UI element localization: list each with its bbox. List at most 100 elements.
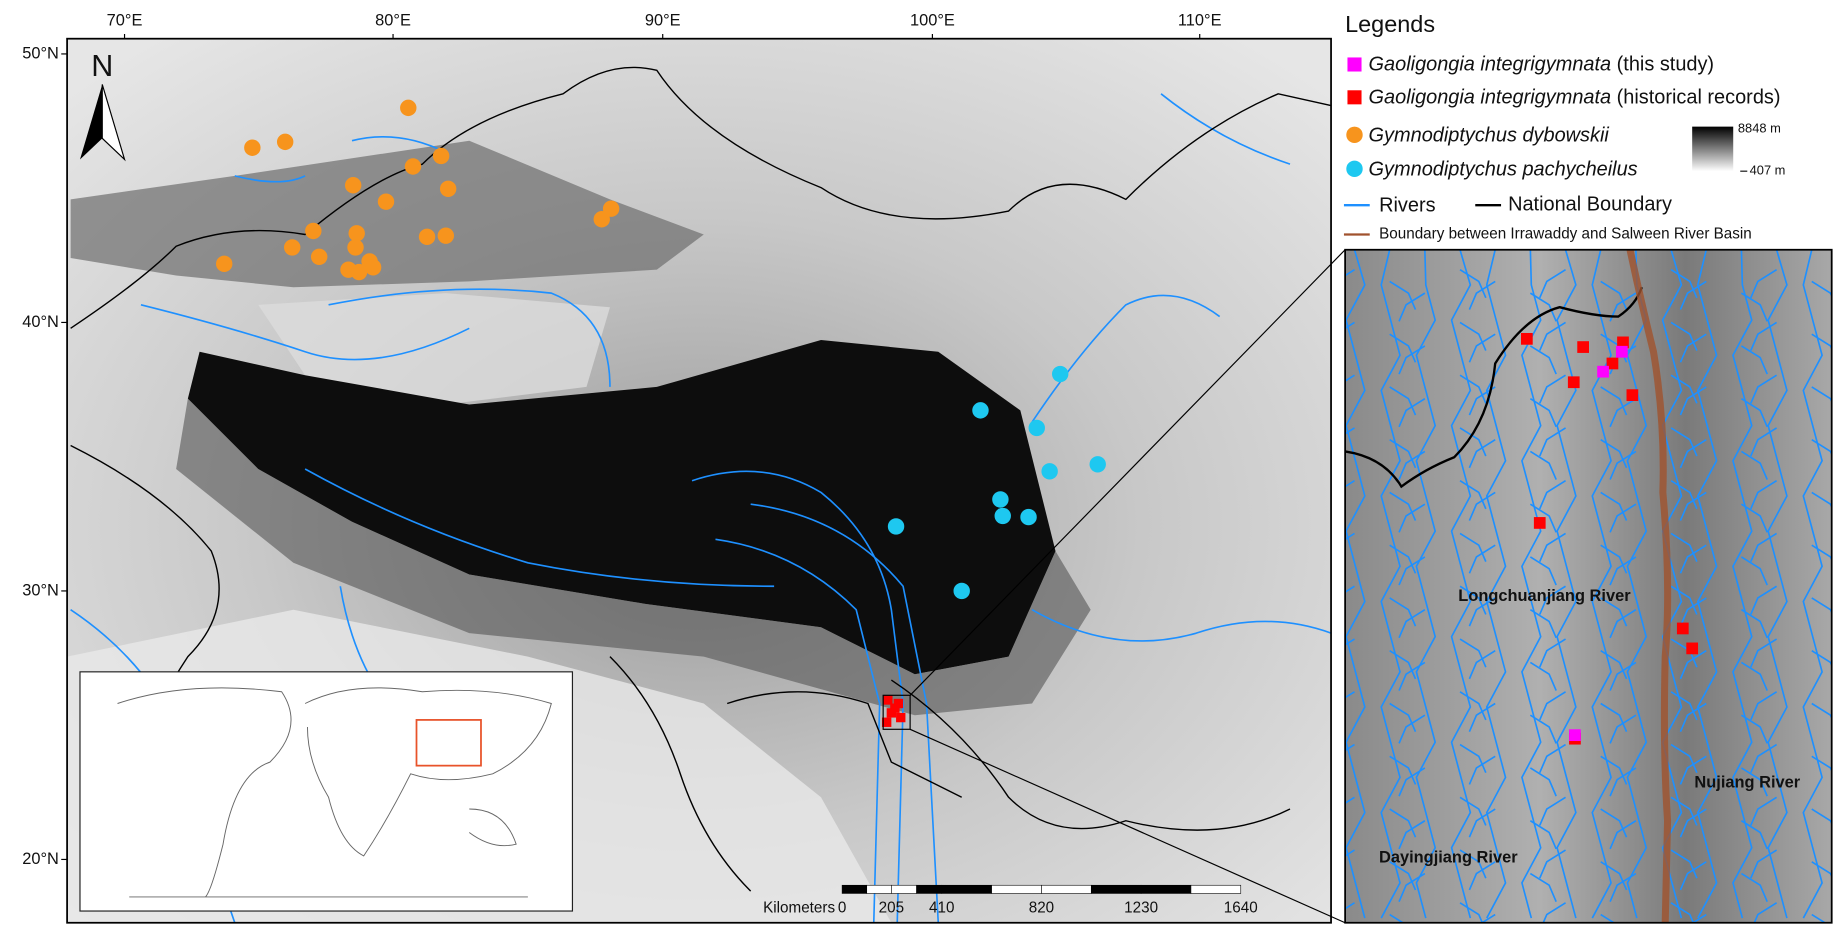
map-frame	[66, 37, 1332, 924]
lon-label: 80°E	[375, 11, 411, 29]
inset-river	[1450, 249, 1472, 919]
scale-label: 1230	[1124, 900, 1158, 917]
inset-tributary	[1753, 902, 1778, 923]
inset-tributary	[1345, 638, 1355, 646]
inset-tributary	[1468, 386, 1496, 416]
inset-tributary	[1480, 913, 1496, 923]
dybowskii-point	[276, 133, 294, 151]
lat-label: 30°N	[22, 581, 59, 599]
pachycheilus-point	[953, 582, 970, 600]
lat-label: 50°N	[22, 44, 59, 62]
historical-point	[1606, 357, 1619, 370]
inset-tributary	[1389, 333, 1417, 363]
inset-tributary	[1468, 544, 1496, 574]
dybowskii-point	[602, 200, 620, 217]
inset-tributary	[1389, 650, 1417, 680]
inset-tributary	[1529, 767, 1557, 797]
inset-tributary	[1538, 427, 1566, 457]
gaoligongia-point	[883, 695, 893, 705]
lon-label: 90°E	[645, 11, 681, 29]
historical-point	[1533, 517, 1546, 529]
inset-tributary	[1811, 755, 1832, 773]
study-area	[415, 719, 482, 767]
dybowskii-point	[404, 158, 422, 175]
inset-tributary	[1740, 503, 1768, 533]
inset-tributary	[1740, 450, 1768, 480]
historical-point	[1676, 622, 1689, 635]
inset-tributary	[1538, 796, 1566, 826]
inset-tributary	[1600, 650, 1628, 680]
inset-tributary	[1740, 767, 1768, 797]
inset-tributary	[1609, 872, 1637, 902]
inset-tributary	[1345, 321, 1355, 330]
pachycheilus-point	[992, 491, 1009, 508]
inset-tributary	[1398, 661, 1426, 691]
inset-tributary	[1811, 702, 1832, 721]
inset-tributary	[1670, 480, 1698, 510]
inset-tributary	[1609, 556, 1637, 586]
this-study-point	[1569, 729, 1581, 742]
scale-segment	[1041, 884, 1092, 894]
scale-label: 410	[929, 900, 954, 917]
inset-tributary	[1538, 638, 1566, 668]
scale-label: 820	[1029, 900, 1054, 917]
gaoligongia-point	[890, 703, 900, 713]
inset-tributary	[1345, 532, 1355, 541]
inset-tributary	[1670, 902, 1695, 923]
inset-tributary	[1750, 585, 1778, 615]
scale-unit: Kilometers	[763, 900, 835, 917]
inset-tributary	[1468, 808, 1496, 838]
inset-tributary	[1459, 743, 1487, 774]
inset-tributary	[1538, 743, 1566, 774]
inset-river	[1415, 249, 1437, 919]
inset-tributary	[1811, 333, 1832, 351]
historical-point	[1577, 341, 1589, 353]
dybowskii-point	[439, 180, 457, 197]
inset-tributary	[1529, 820, 1557, 850]
lat-label: 20°N	[22, 850, 59, 868]
inset-tributary	[1389, 597, 1417, 627]
inset-tributary	[1691, 913, 1707, 923]
scale-segment	[1140, 884, 1192, 894]
inset-tributary	[1679, 755, 1707, 785]
inset-river	[1345, 249, 1366, 919]
inset-tributary	[1529, 556, 1557, 586]
scale-label: 1640	[1224, 900, 1258, 917]
inset-tributary	[1750, 321, 1778, 351]
inset-tributary	[1345, 480, 1355, 488]
inset-tributary	[1389, 386, 1417, 416]
legend-swatch	[1346, 126, 1363, 144]
inset-tributary	[1679, 386, 1707, 416]
zoom-box	[882, 694, 911, 730]
inset-tributary	[1811, 544, 1832, 562]
dybowskii-point	[348, 225, 365, 242]
inset-tributary	[1740, 872, 1768, 902]
inset-background	[1345, 249, 1832, 923]
inset-tributary	[1398, 714, 1426, 744]
inset-tributary	[1389, 808, 1417, 838]
inset-tributary	[1811, 438, 1832, 457]
inset-tributary	[1750, 849, 1778, 879]
inset-tributary	[1529, 714, 1557, 744]
inset-tributary	[1670, 427, 1698, 457]
world-outline	[117, 687, 552, 898]
north-arrow	[101, 84, 126, 162]
inset-tributary	[1811, 913, 1827, 923]
this-study-point	[1615, 345, 1628, 358]
inset-tributary	[1609, 503, 1637, 533]
inset-tributary	[1398, 345, 1426, 375]
inset-tributary	[1679, 597, 1707, 627]
legend-swatch	[1347, 57, 1362, 72]
inset-frame	[1344, 248, 1833, 924]
pachycheilus-point	[1041, 463, 1058, 480]
inset-tributary	[1600, 913, 1616, 923]
inset-tributary	[1670, 374, 1698, 404]
inset-tributary	[1538, 849, 1566, 879]
historical-point	[1520, 332, 1533, 345]
zoom-line	[909, 728, 1346, 924]
inset-tributary	[1389, 861, 1417, 891]
inset-tributary	[1811, 650, 1832, 668]
legend-swatch	[1346, 160, 1363, 178]
scale-segment	[866, 884, 892, 894]
